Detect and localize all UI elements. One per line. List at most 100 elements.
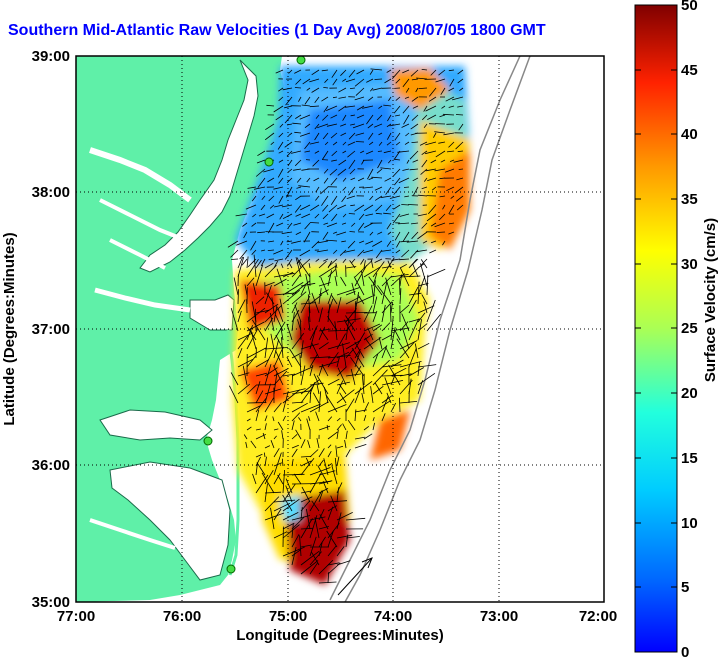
velocity-vector <box>334 276 338 287</box>
velocity-vector <box>399 288 402 305</box>
velocity-vector <box>323 177 329 184</box>
velocity-vector <box>264 132 275 141</box>
velocity-vector <box>246 402 267 404</box>
velocity-vector <box>438 69 446 76</box>
velocity-vector <box>282 415 286 422</box>
velocity-vector <box>324 141 329 146</box>
velocity-vector <box>325 394 338 413</box>
velocity-vector <box>325 239 338 242</box>
velocity-vector <box>264 456 267 467</box>
velocity-vector <box>399 274 402 287</box>
velocity-vector <box>327 404 347 413</box>
velocity-vector <box>331 69 338 78</box>
velocity-vector <box>337 367 347 386</box>
velocity-vector <box>291 523 294 539</box>
velocity-vector <box>273 473 281 485</box>
velocity-vector <box>354 409 357 422</box>
velocity-vector <box>273 339 279 359</box>
colorbar-tick-label: 5 <box>681 579 689 596</box>
velocity-vector <box>300 340 304 359</box>
velocity-vector <box>300 518 313 539</box>
velocity-vector <box>309 536 317 557</box>
velocity-vector <box>338 105 347 112</box>
velocity-vector <box>381 364 402 368</box>
velocity-vector <box>270 333 275 350</box>
velocity-vector <box>273 105 284 113</box>
velocity-vector <box>327 304 331 323</box>
river-potomac <box>89 147 192 203</box>
velocity-vector <box>360 258 365 265</box>
velocity-vector <box>295 257 302 278</box>
velocity-vector <box>363 323 381 332</box>
velocity-vector <box>417 372 436 386</box>
velocity-vector <box>264 415 268 422</box>
velocity-vector <box>448 87 455 92</box>
velocity-vector <box>300 456 312 458</box>
velocity-vector <box>309 141 320 145</box>
velocity-vector <box>401 123 410 128</box>
lat-tick-label: 36:00 <box>32 457 70 474</box>
velocity-vector <box>369 69 374 75</box>
velocity-vector <box>246 405 261 413</box>
velocity-vector <box>370 68 383 71</box>
velocity-vector <box>300 457 315 476</box>
velocity-vector <box>256 159 266 164</box>
velocity-vector <box>376 114 383 121</box>
velocity-vector <box>294 87 302 89</box>
velocity-vector <box>365 240 374 245</box>
velocity-vector <box>367 327 374 341</box>
velocity-vector <box>384 346 392 359</box>
velocity-vector <box>282 512 299 521</box>
velocity-field <box>232 66 470 585</box>
velocity-vector <box>354 365 362 377</box>
velocity-vector <box>421 150 428 156</box>
velocity-vector <box>291 150 302 154</box>
velocity-vector <box>299 132 311 137</box>
velocity-vector <box>331 295 338 305</box>
colorbar-label: Surface Velocity (cm/s) <box>702 218 719 382</box>
velocity-vector <box>369 87 374 92</box>
velocity-vector <box>246 418 251 422</box>
velocity-vector <box>387 260 392 269</box>
velocity-vector <box>420 258 428 266</box>
velocity-vector <box>314 123 320 130</box>
velocity-vector <box>356 105 365 111</box>
velocity-vector <box>399 278 401 296</box>
velocity-vector <box>305 273 311 296</box>
velocity-vector <box>281 430 284 440</box>
velocity-vector <box>393 105 401 114</box>
velocity-vector <box>339 392 347 404</box>
velocity-vector <box>445 96 455 102</box>
velocity-vector <box>345 78 356 83</box>
velocity-vector <box>349 260 356 269</box>
velocity-vector <box>331 150 338 157</box>
velocity-vector <box>311 292 320 314</box>
velocity-vector <box>295 231 302 235</box>
velocity-vector <box>350 123 356 126</box>
velocity-vector <box>337 204 347 210</box>
velocity-vector <box>362 105 374 109</box>
velocity-vector <box>372 87 383 91</box>
velocity-vector <box>298 185 311 188</box>
velocity-vector <box>299 535 302 557</box>
velocity-vector <box>415 249 428 253</box>
velocity-vector <box>312 392 320 404</box>
velocity-vector <box>365 150 374 155</box>
velocity-vector <box>399 373 412 377</box>
velocity-vector <box>349 231 356 233</box>
velocity-vector <box>242 222 248 227</box>
velocity-vector <box>251 249 257 255</box>
velocity-vector <box>398 222 410 225</box>
velocity-vector <box>264 383 271 404</box>
velocity-vector <box>278 96 284 102</box>
velocity-vector <box>377 159 383 169</box>
velocity-vector <box>446 150 455 153</box>
velocity-vector <box>273 402 282 413</box>
velocity-vector <box>412 105 419 109</box>
velocity-vector <box>255 381 261 395</box>
lat-tick-labels: 39:00 38:00 37:00 36:00 35:00 <box>32 48 70 611</box>
velocity-vector <box>298 96 302 102</box>
lon-tick-labels: 77:00 76:00 75:00 74:00 73:00 72:00 <box>57 608 617 625</box>
velocity-vector <box>364 222 374 228</box>
velocity-vector <box>354 260 373 278</box>
